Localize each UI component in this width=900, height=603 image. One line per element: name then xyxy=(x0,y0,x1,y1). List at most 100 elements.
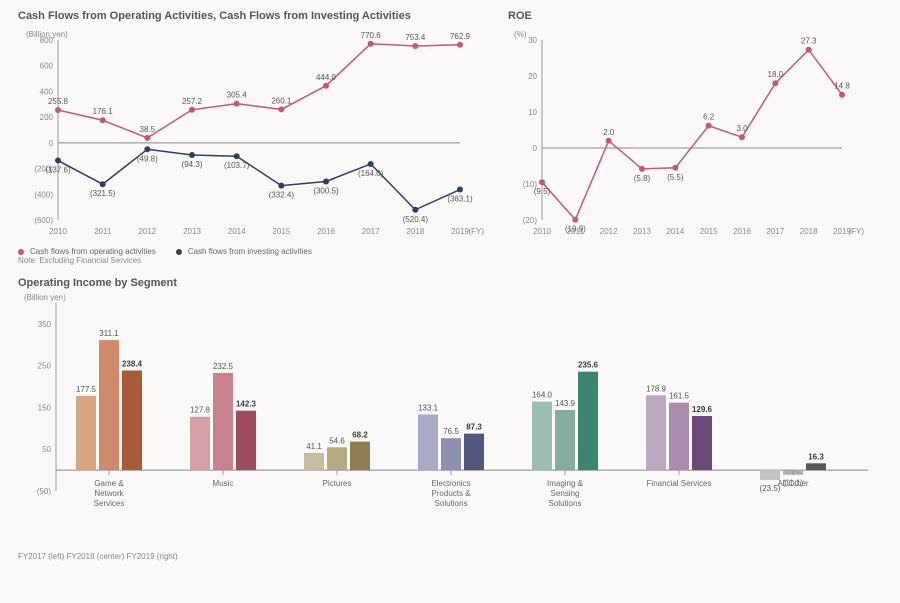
svg-text:2014: 2014 xyxy=(228,227,246,236)
svg-text:177.5: 177.5 xyxy=(76,385,97,394)
cashflow-panel: Cash Flows from Operating Activities, Ca… xyxy=(18,10,488,265)
roe-title: ROE xyxy=(508,10,868,22)
svg-text:2018: 2018 xyxy=(800,227,818,236)
svg-text:133.1: 133.1 xyxy=(418,404,439,413)
svg-text:Solutions: Solutions xyxy=(549,499,582,508)
svg-text:350: 350 xyxy=(38,320,52,329)
legend-dot-investing xyxy=(176,249,182,255)
svg-text:(600): (600) xyxy=(34,216,53,225)
svg-text:(Billion yen): (Billion yen) xyxy=(24,293,66,302)
svg-text:(103.7): (103.7) xyxy=(224,161,250,170)
svg-text:2016: 2016 xyxy=(317,227,335,236)
svg-text:54.6: 54.6 xyxy=(329,436,345,445)
svg-text:(50): (50) xyxy=(37,487,52,496)
svg-text:2015: 2015 xyxy=(700,227,718,236)
svg-text:311.1: 311.1 xyxy=(99,329,119,338)
svg-text:2012: 2012 xyxy=(600,227,618,236)
legend-label-operating: Cash flows from operating activities xyxy=(30,247,156,256)
svg-text:41.1: 41.1 xyxy=(306,442,322,451)
svg-text:(5.8): (5.8) xyxy=(634,174,651,183)
roe-panel: ROE (%)(20)(10)0102030201020112012201320… xyxy=(508,10,868,265)
segment-title: Operating Income by Segment xyxy=(18,277,882,289)
svg-text:0: 0 xyxy=(49,139,54,148)
svg-text:161.5: 161.5 xyxy=(669,392,690,401)
svg-text:238.4: 238.4 xyxy=(122,360,143,369)
segment-fy-note: FY2017 (left) FY2018 (center) FY2019 (ri… xyxy=(18,552,882,561)
svg-text:2013: 2013 xyxy=(633,227,651,236)
svg-text:(363.1): (363.1) xyxy=(447,195,473,204)
svg-text:(520.4): (520.4) xyxy=(403,215,429,224)
svg-text:16.3: 16.3 xyxy=(808,452,824,461)
svg-text:Products &: Products & xyxy=(431,489,471,498)
legend-dot-operating xyxy=(18,249,24,255)
svg-text:2017: 2017 xyxy=(766,227,784,236)
svg-text:All Other: All Other xyxy=(777,479,808,488)
svg-text:Music: Music xyxy=(213,479,234,488)
svg-text:2010: 2010 xyxy=(49,227,67,236)
svg-text:0: 0 xyxy=(533,144,538,153)
svg-text:Imaging &: Imaging & xyxy=(547,479,584,488)
svg-text:Network: Network xyxy=(94,489,124,498)
svg-text:(FY): (FY) xyxy=(848,227,864,236)
svg-text:770.6: 770.6 xyxy=(361,31,382,40)
svg-text:400: 400 xyxy=(40,87,54,96)
svg-text:Financial Services: Financial Services xyxy=(647,479,712,488)
svg-text:260.1: 260.1 xyxy=(271,96,292,105)
svg-text:(9.5): (9.5) xyxy=(534,187,551,196)
svg-text:(%): (%) xyxy=(514,30,527,39)
svg-text:178.9: 178.9 xyxy=(646,384,667,393)
svg-text:(300.5): (300.5) xyxy=(313,186,339,195)
svg-text:(20): (20) xyxy=(523,216,538,225)
svg-text:10: 10 xyxy=(528,108,537,117)
svg-text:2019: 2019 xyxy=(451,227,469,236)
svg-text:68.2: 68.2 xyxy=(352,431,368,440)
svg-text:800: 800 xyxy=(40,36,54,45)
svg-text:753.4: 753.4 xyxy=(405,33,426,42)
svg-text:Pictures: Pictures xyxy=(323,479,352,488)
svg-text:762.9: 762.9 xyxy=(450,32,471,41)
svg-text:Services: Services xyxy=(94,499,125,508)
svg-text:(164.0): (164.0) xyxy=(358,169,384,178)
svg-text:20: 20 xyxy=(528,72,537,81)
cashflow-legend: Cash flows from operating activities Cas… xyxy=(18,247,488,256)
svg-text:Electronics: Electronics xyxy=(431,479,470,488)
svg-text:129.6: 129.6 xyxy=(692,405,713,414)
svg-text:235.6: 235.6 xyxy=(578,361,599,370)
svg-text:143.9: 143.9 xyxy=(555,399,576,408)
svg-text:(94.3): (94.3) xyxy=(182,160,203,169)
svg-text:2014: 2014 xyxy=(666,227,684,236)
svg-text:27.3: 27.3 xyxy=(801,37,817,46)
svg-text:Sensing: Sensing xyxy=(551,489,580,498)
svg-text:2017: 2017 xyxy=(362,227,380,236)
svg-text:38.5: 38.5 xyxy=(140,125,156,134)
svg-text:305.4: 305.4 xyxy=(227,91,248,100)
svg-text:255.8: 255.8 xyxy=(48,97,69,106)
svg-text:257.2: 257.2 xyxy=(182,97,203,106)
svg-text:(FY): (FY) xyxy=(468,227,484,236)
cashflow-title: Cash Flows from Operating Activities, Ca… xyxy=(18,10,488,22)
svg-text:(400): (400) xyxy=(34,190,53,199)
svg-text:2018: 2018 xyxy=(406,227,424,236)
svg-text:444.0: 444.0 xyxy=(316,73,337,82)
svg-text:87.3: 87.3 xyxy=(466,423,482,432)
svg-text:(49.8): (49.8) xyxy=(137,154,158,163)
svg-text:30: 30 xyxy=(528,36,537,45)
svg-text:18.0: 18.0 xyxy=(768,70,784,79)
svg-text:2015: 2015 xyxy=(272,227,290,236)
svg-text:176.1: 176.1 xyxy=(93,107,114,116)
svg-text:600: 600 xyxy=(40,62,54,71)
svg-text:2010: 2010 xyxy=(533,227,551,236)
svg-text:(332.4): (332.4) xyxy=(269,191,295,200)
svg-text:2016: 2016 xyxy=(733,227,751,236)
segment-chart: (Billion yen)(50)50150250350177.5311.123… xyxy=(18,289,878,545)
svg-text:Solutions: Solutions xyxy=(435,499,468,508)
svg-text:(321.5): (321.5) xyxy=(90,189,116,198)
svg-text:200: 200 xyxy=(40,113,54,122)
svg-text:164.0: 164.0 xyxy=(532,391,553,400)
svg-text:14.8: 14.8 xyxy=(834,82,850,91)
svg-text:76.5: 76.5 xyxy=(443,427,459,436)
roe-chart: (%)(20)(10)01020302010201120122013201420… xyxy=(508,26,868,238)
svg-text:2012: 2012 xyxy=(138,227,156,236)
legend-label-investing: Cash flows from investing activities xyxy=(188,247,312,256)
svg-text:250: 250 xyxy=(38,362,52,371)
